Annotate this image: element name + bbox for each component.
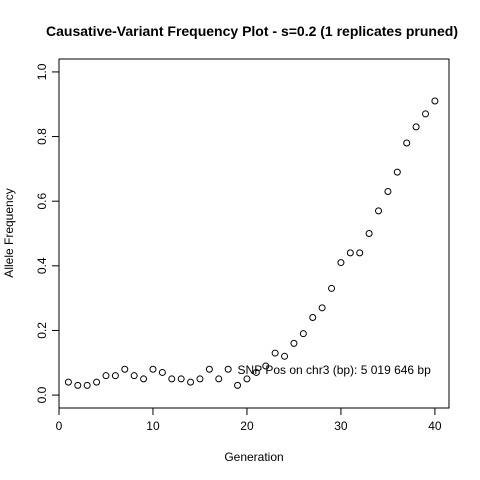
x-axis-label: Generation [224, 450, 283, 464]
data-point [168, 375, 176, 383]
data-point [102, 372, 110, 380]
data-point [215, 375, 223, 383]
data-point [243, 375, 251, 383]
data-point [281, 352, 289, 360]
data-point [299, 330, 307, 338]
data-point [177, 375, 185, 383]
data-point [93, 378, 101, 386]
data-point [337, 259, 345, 267]
x-tick-label: 30 [334, 419, 348, 433]
data-point [431, 97, 439, 105]
data-point [74, 381, 82, 389]
data-point [111, 372, 119, 380]
data-point [205, 365, 213, 373]
data-point [365, 230, 373, 237]
data-point [328, 284, 336, 292]
data-point [130, 372, 138, 380]
data-point [83, 381, 91, 389]
data-point [384, 187, 392, 195]
snp-position-annotation: SNP Pos on chr3 (bp): 5 019 646 bp [238, 363, 432, 377]
y-tick-label: 0.0 [35, 386, 49, 403]
data-point [393, 168, 401, 176]
plot-frame [58, 58, 450, 409]
y-tick-label: 1.0 [35, 63, 49, 80]
data-point [346, 249, 354, 257]
data-point [234, 381, 242, 389]
y-tick-label: 0.8 [35, 128, 49, 145]
data-point [149, 365, 157, 373]
data-point [309, 314, 317, 322]
x-tick-label: 20 [240, 419, 254, 433]
y-axis: 0.0 0.2 0.4 0.6 0.8 1.0 [35, 63, 60, 403]
data-point [196, 375, 204, 383]
x-tick-label: 10 [146, 419, 160, 433]
x-tick-label: 40 [428, 419, 442, 433]
y-axis-label: Allele Frequency [2, 188, 16, 277]
data-point [64, 378, 72, 386]
data-point [403, 139, 411, 147]
data-point [422, 110, 430, 118]
data-point [252, 368, 260, 376]
data-point [121, 365, 129, 373]
data-point [187, 378, 195, 386]
data-point [224, 365, 232, 373]
x-tick-label: 0 [56, 419, 63, 433]
y-tick-label: 0.2 [35, 322, 49, 339]
data-point [158, 368, 166, 376]
data-point [290, 339, 298, 347]
data-point [356, 249, 364, 257]
y-tick-label: 0.4 [35, 257, 49, 274]
data-point [262, 362, 270, 370]
chart-title: Causative-Variant Frequency Plot - s=0.2… [46, 23, 458, 39]
data-point [375, 207, 383, 215]
x-axis: 0 10 20 30 40 [56, 407, 442, 433]
data-point [271, 349, 279, 357]
data-points [64, 97, 439, 389]
y-tick-label: 0.6 [35, 193, 49, 210]
data-point [412, 123, 420, 131]
data-point [140, 375, 148, 383]
data-point [318, 304, 326, 312]
